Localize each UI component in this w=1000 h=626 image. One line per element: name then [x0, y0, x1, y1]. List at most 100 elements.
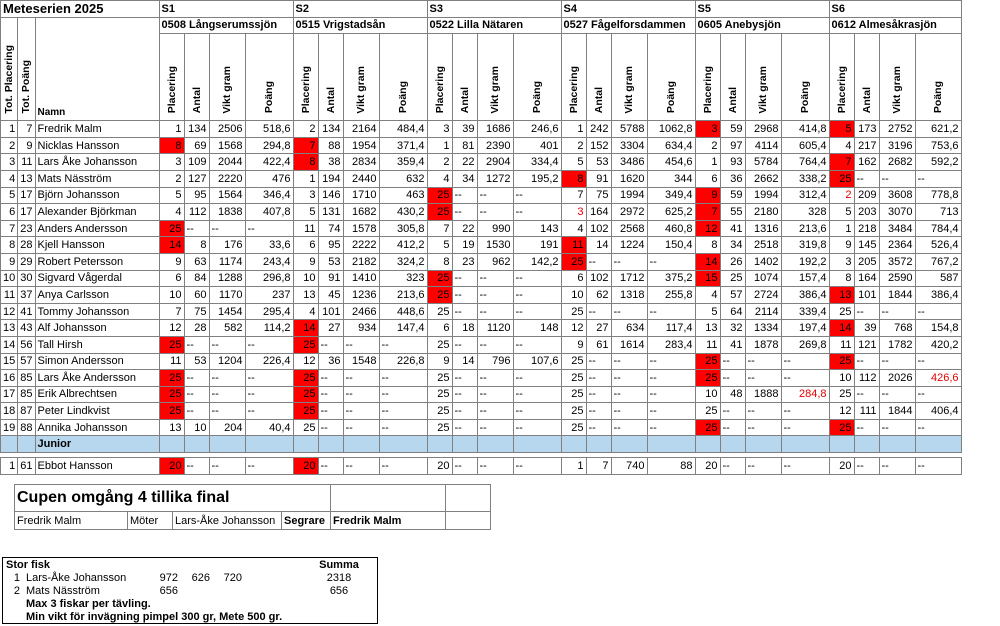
cell-antal: --	[853, 169, 880, 188]
cell-poang: 518,6	[244, 120, 294, 138]
cell-vikt: 1318	[610, 286, 648, 304]
cell-antal: --	[183, 457, 210, 475]
player-name: Ebbot Hansson	[34, 457, 160, 475]
cell-placering: 1	[694, 153, 721, 171]
cell-poang: --	[378, 402, 428, 420]
cell-poang: 33,6	[244, 236, 294, 254]
cell-vikt: --	[476, 385, 514, 404]
cell-poang: 463	[378, 186, 428, 205]
cell-poang: --	[914, 302, 962, 321]
col-antal: Antal	[190, 86, 203, 114]
cell-placering: 25	[560, 369, 587, 387]
cell-poang: 295,4	[244, 302, 294, 321]
cell-vikt: 2390	[476, 136, 514, 155]
tot-poang: 30	[17, 269, 36, 288]
standings-table: Meteserien 2025 S1 S2 S3 S4 S5 S6 Tot. Placerin…	[0, 0, 962, 475]
cell-poang: 147,4	[378, 319, 428, 337]
col-antal: Antal	[324, 86, 337, 114]
cell-antal: 91	[585, 169, 612, 188]
cell-vikt: 740	[610, 457, 648, 475]
cell-placering: 9	[560, 335, 587, 354]
player-name: Robert Petersson	[34, 252, 160, 271]
cell-poang: 713	[914, 203, 962, 221]
cell-antal: 23	[451, 252, 478, 271]
cell-placering: 11	[828, 335, 855, 354]
cell-placering: 25	[158, 219, 185, 238]
cell-placering: 14	[292, 319, 319, 337]
tot-placering: 7	[0, 219, 19, 238]
cell-vikt: 1568	[208, 136, 246, 155]
cell-antal: 32	[719, 319, 746, 337]
cell-antal: --	[719, 402, 746, 420]
cell-vikt: 1120	[476, 319, 514, 337]
cell-poang: --	[244, 457, 294, 475]
table-row: 7 23 Anders Andersson 25 -- -- -- 11 74 1578 305,8…	[0, 219, 962, 238]
cell-placering: 1	[560, 120, 587, 138]
cell-antal: --	[585, 352, 612, 371]
cell-placering: 20	[292, 457, 319, 475]
cell-antal: 101	[317, 302, 344, 321]
cell-placering: 25	[560, 302, 587, 321]
cell-vikt: 1878	[744, 335, 782, 354]
cell-poang: --	[780, 369, 830, 387]
cell-placering: 10	[158, 286, 185, 304]
cell-antal: 194	[317, 169, 344, 188]
cell-poang: 195,2	[512, 169, 562, 188]
table-row: 8 28 Kjell Hansson 14 8 176 33,6 6 95 2222 412,2 5 1…	[0, 236, 962, 254]
cell-antal: 34	[451, 169, 478, 188]
cell-antal: 36	[719, 169, 746, 188]
cell-poang: 213,6	[378, 286, 428, 304]
cell-poang: --	[512, 369, 562, 387]
cell-placering: 1	[158, 120, 185, 138]
cell-antal: --	[183, 369, 210, 387]
cell-antal: 75	[183, 302, 210, 321]
cell-placering: 20	[694, 457, 721, 475]
cell-poang: --	[512, 203, 562, 221]
cell-vikt: 582	[208, 319, 246, 337]
cell-antal: 18	[451, 319, 478, 337]
cell-vikt: 2044	[208, 153, 246, 171]
cell-poang: 778,8	[914, 186, 962, 205]
cell-vikt: --	[476, 286, 514, 304]
col-poang: Poäng	[397, 81, 409, 114]
cell-vikt: 2114	[744, 302, 782, 321]
cell-poang: 784,4	[914, 219, 962, 238]
cell-poang: 40,4	[244, 418, 294, 437]
cell-poang: 255,8	[646, 286, 696, 304]
cell-antal: 111	[853, 402, 880, 420]
cell-placering: 20	[426, 457, 453, 475]
cell-poang: 246,6	[512, 120, 562, 138]
cell-placering: 25	[694, 418, 721, 437]
cell-placering: 3	[292, 186, 319, 205]
cell-poang: --	[646, 402, 696, 420]
cell-vikt: 3608	[878, 186, 916, 205]
cell-poang: --	[914, 457, 962, 475]
cell-antal: 60	[183, 286, 210, 304]
player-name: Mats Näsström	[34, 169, 160, 188]
cup-winner-label: Segrare	[281, 511, 331, 530]
cell-poang: 401	[512, 136, 562, 155]
cell-antal: 152	[585, 136, 612, 155]
cell-poang: --	[512, 457, 562, 475]
cell-antal: 74	[317, 219, 344, 238]
cell-placering: 25	[426, 269, 453, 288]
player-name: Sigvard Vågerdal	[34, 269, 160, 288]
cell-poang: 767,2	[914, 252, 962, 271]
cell-vikt: --	[476, 302, 514, 321]
cell-placering: 25	[426, 286, 453, 304]
player-name: Lars Åke Andersson	[34, 369, 160, 387]
cell-antal: 88	[317, 136, 344, 155]
big-fish-sum-label: Summa	[301, 557, 378, 571]
tot-placering: 11	[0, 286, 19, 304]
cell-poang: 323	[378, 269, 428, 288]
col-vikt: Vikt gram	[355, 65, 367, 114]
player-name: Annika Johansson	[34, 418, 160, 437]
cell-vikt: 1530	[476, 236, 514, 254]
cell-vikt: 2590	[878, 269, 916, 288]
cell-vikt: 1410	[342, 269, 380, 288]
cell-antal: 53	[317, 252, 344, 271]
cell-placering: 11	[560, 236, 587, 254]
table-row: 3 11 Lars Åke Johansson 3 109 2044 422,4 8 38 283…	[0, 153, 962, 171]
stage-code: S5	[694, 0, 830, 18]
cell-poang: 605,4	[780, 136, 830, 155]
